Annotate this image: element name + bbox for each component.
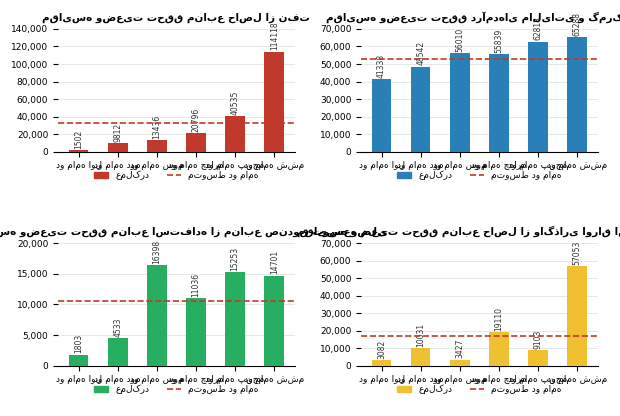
- Bar: [69, 150, 89, 151]
- Text: 11036: 11036: [192, 272, 200, 297]
- Text: 15253: 15253: [231, 247, 239, 271]
- Text: 40535: 40535: [231, 91, 239, 115]
- Text: 57053: 57053: [573, 240, 582, 265]
- Bar: [186, 134, 206, 151]
- Text: 62818: 62818: [534, 17, 542, 40]
- Title: مقایسه وضعیت تحقق منابع استفاده از منابع صندوق توسعه ملی: مقایسه وضعیت تحقق منابع استفاده از منابع…: [0, 227, 387, 237]
- Bar: [528, 42, 548, 151]
- Title: مقایسه وضعیت تحقق منابع حاصل از نفت: مقایسه وضعیت تحقق منابع حاصل از نفت: [43, 12, 311, 23]
- Text: 48542: 48542: [416, 41, 425, 65]
- Text: 1803: 1803: [74, 334, 83, 354]
- Text: 16398: 16398: [153, 240, 161, 264]
- Bar: [411, 348, 430, 366]
- Text: 19110: 19110: [494, 307, 503, 331]
- Bar: [225, 116, 245, 151]
- Text: 41338: 41338: [377, 54, 386, 78]
- Text: 1502: 1502: [74, 130, 83, 149]
- Bar: [147, 265, 167, 366]
- Bar: [372, 79, 391, 151]
- Text: 20796: 20796: [192, 108, 200, 132]
- Text: 3427: 3427: [455, 339, 464, 359]
- Title: مقایسه وضعیت تحقق منابع حاصل از واگذاری اوراق اسلامی: مقایسه وضعیت تحقق منابع حاصل از واگذاری …: [297, 225, 620, 237]
- Bar: [225, 272, 245, 366]
- Text: 9103: 9103: [534, 329, 542, 349]
- Text: 4533: 4533: [113, 317, 122, 337]
- Text: 10031: 10031: [416, 323, 425, 347]
- Bar: [108, 338, 128, 366]
- Bar: [450, 54, 469, 151]
- Bar: [265, 275, 284, 366]
- Bar: [528, 350, 548, 366]
- Bar: [265, 52, 284, 151]
- Text: 65288: 65288: [573, 12, 582, 36]
- Bar: [411, 67, 430, 151]
- Title: مقایسه وضعیت تحقق درآمدهای مالیاتی و گمرکی: مقایسه وضعیت تحقق درآمدهای مالیاتی و گمر…: [326, 11, 620, 23]
- Bar: [372, 360, 391, 366]
- Text: 55839: 55839: [494, 28, 503, 52]
- Bar: [450, 360, 469, 366]
- Bar: [69, 355, 89, 366]
- Text: 13436: 13436: [153, 114, 161, 139]
- Bar: [186, 298, 206, 366]
- Bar: [567, 266, 587, 366]
- Bar: [108, 143, 128, 151]
- Legend: عملکرد, متوسط دو مامه: عملکرد, متوسط دو مامه: [394, 167, 565, 184]
- Text: 114118: 114118: [270, 22, 279, 50]
- Legend: عملکرد, متوسط دو مامه: عملکرد, متوسط دو مامه: [394, 381, 565, 398]
- Bar: [147, 140, 167, 151]
- Bar: [489, 54, 509, 151]
- Bar: [489, 332, 509, 366]
- Text: 14701: 14701: [270, 250, 279, 274]
- Text: 3082: 3082: [377, 340, 386, 359]
- Bar: [567, 37, 587, 151]
- Text: 9812: 9812: [113, 123, 122, 142]
- Legend: عملکرد, متوسط دو مامه: عملکرد, متوسط دو مامه: [91, 167, 262, 184]
- Legend: عملکرد, متوسط دو مامه: عملکرد, متوسط دو مامه: [91, 381, 262, 398]
- Text: 56010: 56010: [455, 28, 464, 52]
